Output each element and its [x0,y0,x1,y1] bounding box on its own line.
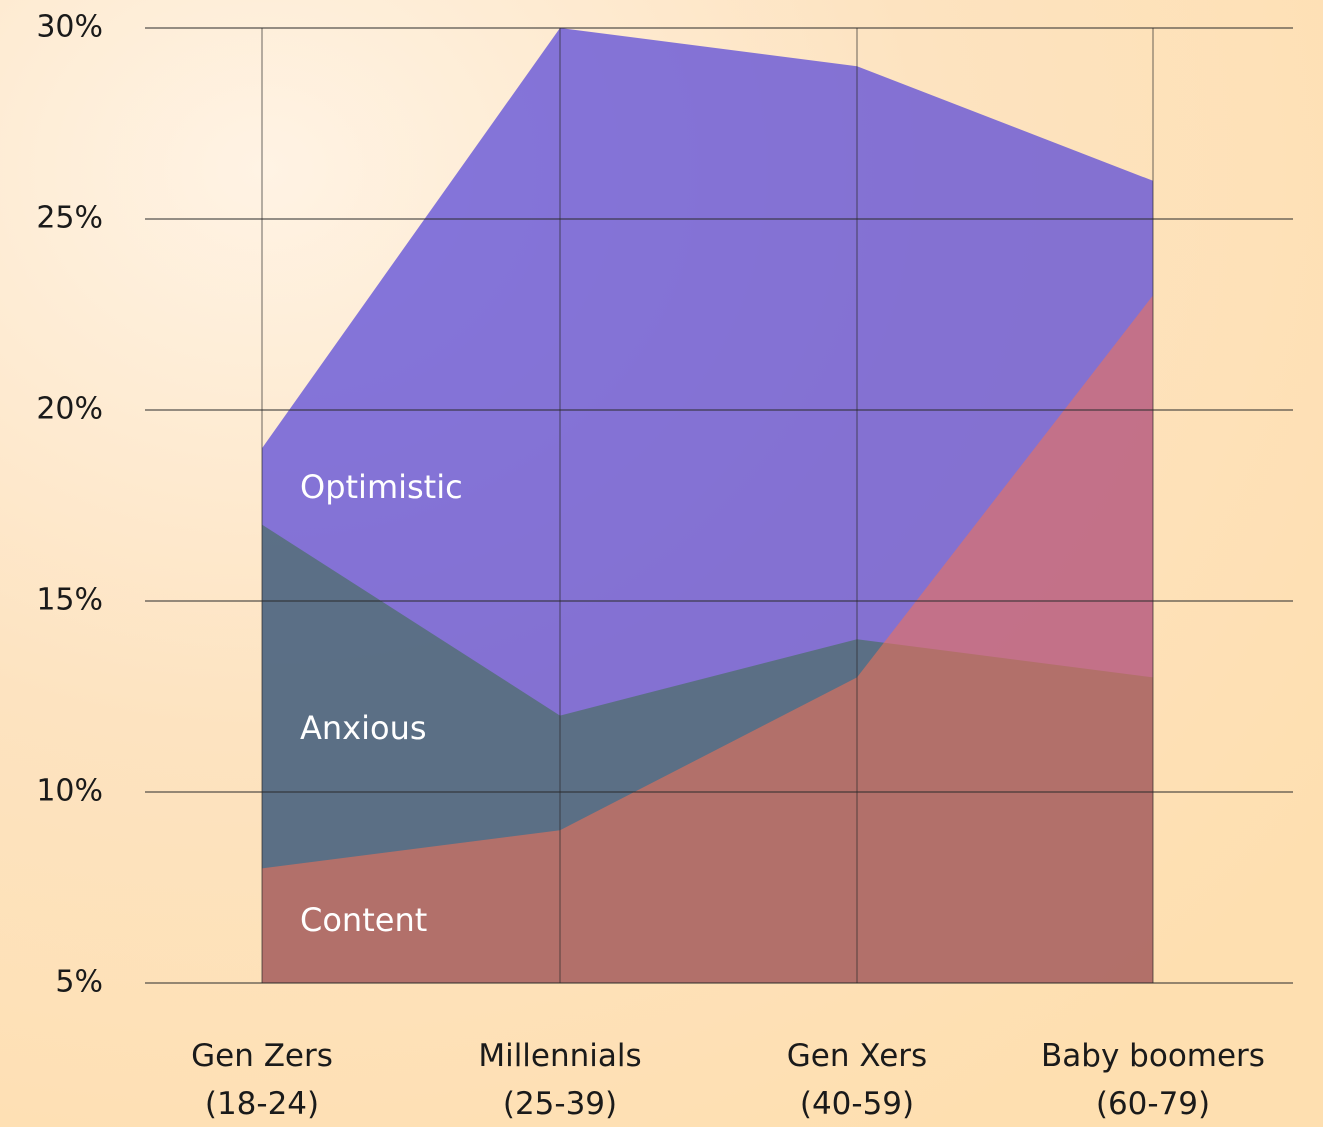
series-label: Optimistic [300,468,463,506]
x-tick-label: Gen Xers (40-59) [787,1038,927,1122]
x-tick-label: Baby boomers (60-79) [1041,1038,1265,1122]
x-tick-label: Gen Zers (18-24) [191,1038,333,1122]
series-label: Content [300,901,427,939]
y-tick-label: 15% [36,583,103,618]
y-tick-label: 10% [36,774,103,809]
y-tick-label: 30% [36,10,103,45]
area [262,295,1153,983]
y-tick-label: 20% [36,392,103,427]
y-tick-label: 25% [36,201,103,236]
series-label: Anxious [300,709,427,747]
y-tick-label: 5% [55,965,103,1000]
x-tick-label: Millennials (25-39) [478,1038,641,1122]
